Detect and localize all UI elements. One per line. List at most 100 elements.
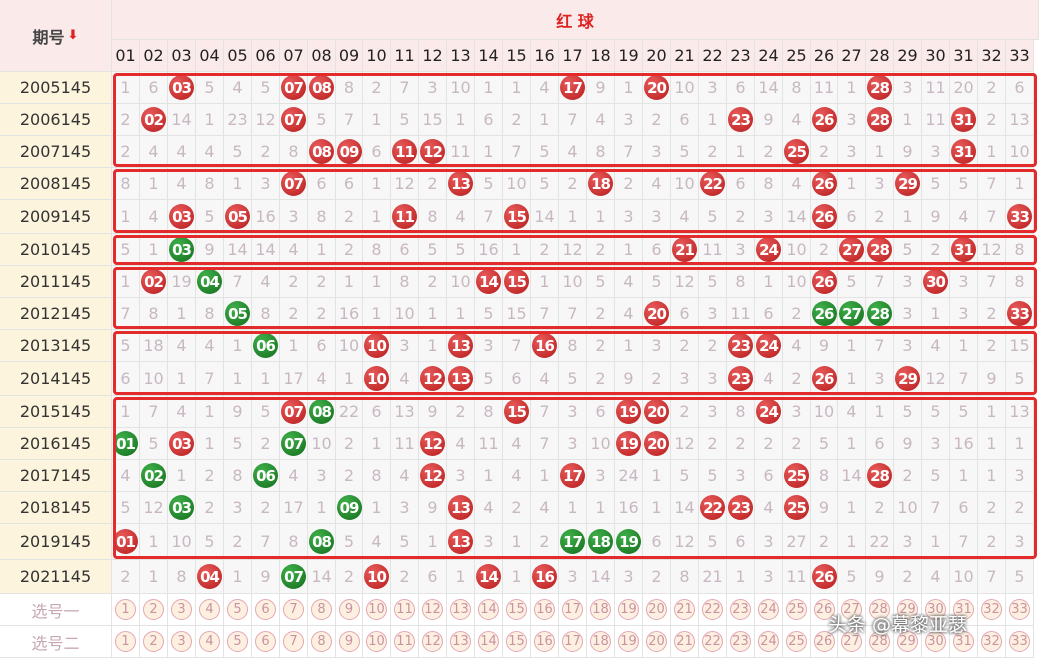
omission-cell[interactable]: 14 <box>671 492 699 524</box>
omission-cell[interactable]: 8 <box>112 168 140 200</box>
omission-cell[interactable]: 4 <box>587 104 615 136</box>
omission-cell[interactable]: 2 <box>336 460 363 492</box>
omission-cell[interactable]: 9 <box>755 104 783 136</box>
pick-cell[interactable]: 14 <box>475 626 503 658</box>
omission-cell[interactable]: 3 <box>419 72 447 104</box>
omission-cell[interactable]: 3 <box>755 560 783 594</box>
omission-cell[interactable]: 6 <box>727 524 755 560</box>
omission-cell[interactable]: 5 <box>699 460 727 492</box>
omission-cell[interactable]: 1 <box>363 168 391 200</box>
omission-cell[interactable]: 6 <box>727 168 755 200</box>
omission-cell[interactable]: 1 <box>727 560 755 594</box>
omission-cell[interactable]: 23 <box>727 362 755 396</box>
omission-cell[interactable]: 3 <box>1006 460 1034 492</box>
omission-cell[interactable]: 3 <box>727 234 755 266</box>
omission-cell[interactable]: 21 <box>699 560 727 594</box>
omission-cell[interactable]: 4 <box>783 168 811 200</box>
omission-cell[interactable]: 1 <box>475 460 503 492</box>
omission-cell[interactable]: 6 <box>727 72 755 104</box>
omission-cell[interactable]: 3 <box>699 72 727 104</box>
omission-cell[interactable]: 19 <box>615 396 643 428</box>
pick-cell[interactable]: 16 <box>531 594 559 626</box>
omission-cell[interactable]: 28 <box>866 104 894 136</box>
omission-cell[interactable]: 4 <box>168 136 196 168</box>
omission-cell[interactable]: 3 <box>643 136 671 168</box>
omission-cell[interactable]: 20 <box>643 396 671 428</box>
omission-cell[interactable]: 23 <box>727 492 755 524</box>
pick-cell[interactable]: 23 <box>727 626 755 658</box>
omission-cell[interactable]: 08 <box>308 396 336 428</box>
omission-cell[interactable]: 9 <box>224 396 252 428</box>
column-header[interactable]: 20 <box>643 40 671 72</box>
omission-cell[interactable]: 1 <box>140 168 168 200</box>
omission-cell[interactable]: 17 <box>280 492 308 524</box>
omission-cell[interactable]: 8 <box>363 460 391 492</box>
column-header[interactable]: 09 <box>336 40 363 72</box>
omission-cell[interactable]: 5 <box>196 524 224 560</box>
omission-cell[interactable]: 13 <box>447 524 475 560</box>
omission-cell[interactable]: 18 <box>140 330 168 362</box>
omission-cell[interactable]: 19 <box>615 428 643 460</box>
omission-cell[interactable]: 2 <box>866 492 894 524</box>
omission-cell[interactable]: 1 <box>224 330 252 362</box>
omission-cell[interactable]: 1 <box>643 460 671 492</box>
omission-cell[interactable]: 4 <box>671 200 699 234</box>
omission-cell[interactable]: 2 <box>671 330 699 362</box>
omission-cell[interactable]: 4 <box>838 396 866 428</box>
omission-cell[interactable]: 6 <box>755 460 783 492</box>
omission-cell[interactable]: 2 <box>112 104 140 136</box>
omission-cell[interactable]: 2 <box>336 560 363 594</box>
omission-cell[interactable]: 5 <box>1006 362 1034 396</box>
omission-cell[interactable]: 18 <box>587 168 615 200</box>
omission-cell[interactable]: 21 <box>671 234 699 266</box>
omission-cell[interactable]: 8 <box>1006 234 1034 266</box>
omission-cell[interactable]: 16 <box>531 560 559 594</box>
omission-cell[interactable]: 3 <box>475 524 503 560</box>
omission-cell[interactable]: 10 <box>391 298 419 330</box>
omission-cell[interactable]: 1 <box>363 428 391 460</box>
omission-cell[interactable]: 1 <box>363 104 391 136</box>
omission-cell[interactable]: 1 <box>447 298 475 330</box>
omission-cell[interactable]: 1 <box>587 492 615 524</box>
omission-cell[interactable]: 2 <box>419 168 447 200</box>
omission-cell[interactable]: 3 <box>894 330 922 362</box>
omission-cell[interactable]: 1 <box>140 524 168 560</box>
omission-cell[interactable]: 4 <box>168 330 196 362</box>
omission-cell[interactable]: 2 <box>643 362 671 396</box>
omission-cell[interactable]: 27 <box>838 234 866 266</box>
omission-cell[interactable]: 6 <box>475 104 503 136</box>
omission-cell[interactable]: 11 <box>391 428 419 460</box>
omission-cell[interactable]: 24 <box>615 460 643 492</box>
omission-cell[interactable]: 2 <box>587 298 615 330</box>
omission-cell[interactable]: 31 <box>950 136 978 168</box>
omission-cell[interactable]: 8 <box>336 72 363 104</box>
omission-cell[interactable]: 7 <box>559 104 587 136</box>
omission-cell[interactable]: 4 <box>559 136 587 168</box>
omission-cell[interactable]: 1 <box>308 234 336 266</box>
omission-cell[interactable]: 8 <box>168 560 196 594</box>
column-header[interactable]: 16 <box>531 40 559 72</box>
omission-cell[interactable]: 1 <box>503 560 531 594</box>
pick-cell[interactable]: 20 <box>643 626 671 658</box>
pick-cell[interactable]: 28 <box>866 594 894 626</box>
omission-cell[interactable]: 11 <box>811 72 838 104</box>
pick-cell[interactable]: 17 <box>559 594 587 626</box>
omission-cell[interactable]: 8 <box>391 266 419 298</box>
omission-cell[interactable]: 1 <box>978 136 1006 168</box>
omission-cell[interactable]: 10 <box>140 362 168 396</box>
omission-cell[interactable]: 1 <box>699 104 727 136</box>
omission-cell[interactable]: 2 <box>643 560 671 594</box>
omission-cell[interactable]: 2 <box>447 396 475 428</box>
omission-cell[interactable]: 3 <box>615 200 643 234</box>
omission-cell[interactable]: 8 <box>419 200 447 234</box>
pick-cell[interactable]: 1 <box>112 626 140 658</box>
omission-cell[interactable]: 12 <box>419 428 447 460</box>
omission-cell[interactable]: 5 <box>559 362 587 396</box>
pick-cell[interactable]: 8 <box>308 626 336 658</box>
omission-cell[interactable]: 2 <box>112 560 140 594</box>
pick-cell[interactable]: 33 <box>1006 626 1034 658</box>
omission-cell[interactable]: 1 <box>838 524 866 560</box>
omission-cell[interactable]: 4 <box>950 200 978 234</box>
omission-cell[interactable]: 6 <box>308 168 336 200</box>
omission-cell[interactable]: 1 <box>503 72 531 104</box>
